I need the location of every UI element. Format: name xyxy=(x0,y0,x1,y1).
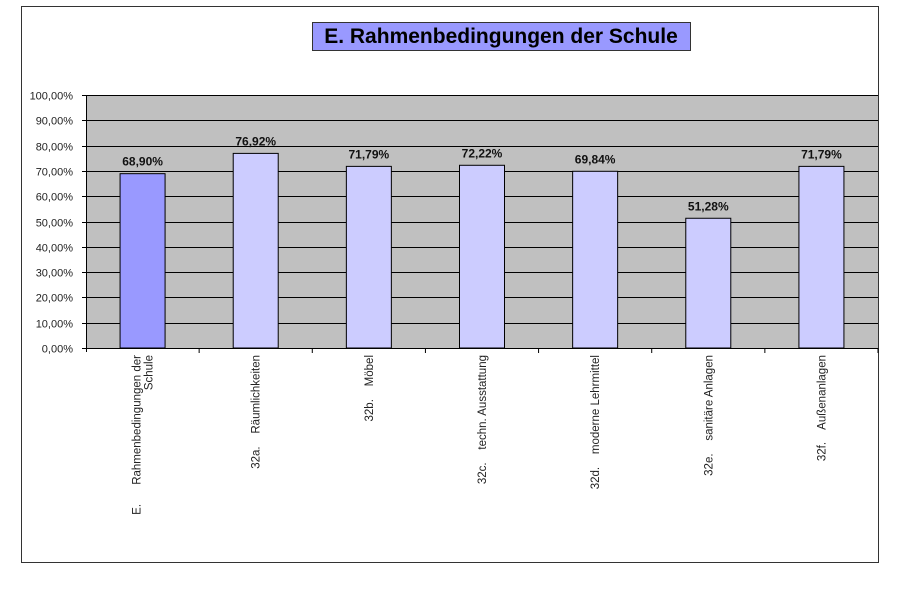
x-tick-label: Schule xyxy=(144,355,156,390)
x-tick-label: 32f. Außenanlagen xyxy=(816,355,828,461)
data-label: 71,79% xyxy=(801,147,842,161)
x-tick-label: E. Rahmenbedingungen der xyxy=(132,355,144,515)
y-tick-label: 50,00% xyxy=(36,218,74,230)
y-tick-label: 100,00% xyxy=(30,91,74,103)
x-tick-label: 32e. sanitäre Anlagen xyxy=(703,355,715,476)
x-tick-label: 32a. Räumlichkeiten xyxy=(251,355,263,469)
data-label: 68,90% xyxy=(122,155,163,169)
bar xyxy=(459,164,505,349)
data-label: 72,22% xyxy=(462,146,503,160)
bar xyxy=(345,165,392,349)
bar xyxy=(685,217,732,349)
y-tick-label: 20,00% xyxy=(36,293,74,305)
x-tick-label: 32c. techn. Ausstattung xyxy=(477,355,489,484)
bar xyxy=(119,173,166,349)
y-tick-label: 70,00% xyxy=(36,167,74,179)
bar xyxy=(232,152,279,349)
data-label: 71,79% xyxy=(349,147,390,161)
data-label: 76,92% xyxy=(235,134,276,148)
y-tick-label: 0,00% xyxy=(42,344,73,356)
y-tick-label: 80,00% xyxy=(36,142,74,154)
data-label: 51,28% xyxy=(688,199,729,213)
y-tick-label: 90,00% xyxy=(36,116,74,128)
y-tick-label: 30,00% xyxy=(36,268,74,280)
data-label: 69,84% xyxy=(575,152,616,166)
bar xyxy=(572,170,619,349)
title-box xyxy=(312,22,691,51)
chart-title: E. Rahmenbedingungen der Schule xyxy=(324,25,678,48)
y-tick-label: 40,00% xyxy=(36,243,74,255)
y-tick-label: 10,00% xyxy=(36,319,74,331)
y-tick-label: 60,00% xyxy=(36,192,74,204)
x-tick-label: 32b. Möbel xyxy=(364,355,376,421)
bar xyxy=(798,165,845,349)
x-tick-label: 32d. moderne Lehrmittel xyxy=(590,355,602,489)
